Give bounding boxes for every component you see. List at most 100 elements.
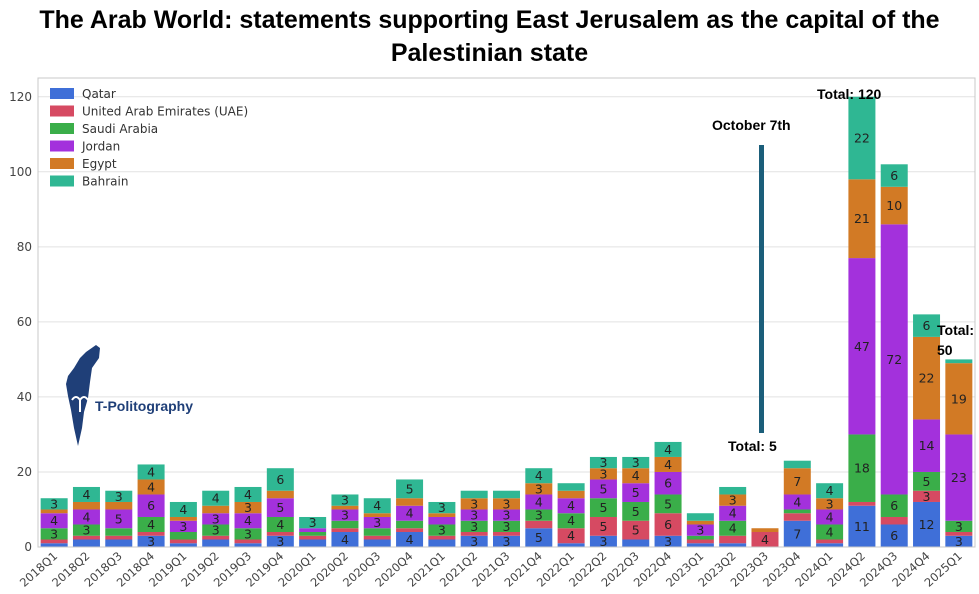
bar-segment [493, 490, 520, 499]
segment-value-label: 4 [244, 513, 252, 528]
bar-segment [622, 520, 650, 540]
segment-value-label: 3 [179, 519, 187, 534]
bar-segment [719, 535, 747, 544]
segment-value-label: 3 [147, 534, 155, 549]
bar-segment [525, 494, 553, 510]
bar-segment [331, 509, 359, 521]
segment-value-label: 3 [341, 508, 349, 523]
bar-segment [169, 543, 197, 547]
october-7th-label: October 7th [712, 117, 791, 133]
segment-value-label: 4 [373, 498, 381, 513]
bar-segment [169, 520, 197, 532]
segment-value-label: 4 [567, 528, 575, 543]
bar-segment [816, 539, 844, 544]
israel-map-icon [66, 345, 100, 446]
segment-value-label: 3 [535, 508, 543, 523]
y-tick-label: 0 [24, 540, 32, 554]
bar-segment [557, 543, 585, 547]
bar-segment [169, 539, 197, 544]
bar-segment [428, 513, 456, 517]
bar-segment [234, 501, 262, 514]
bar-segment [169, 501, 197, 517]
bar-segment [363, 516, 391, 529]
y-tick-label: 80 [17, 240, 32, 254]
segment-value-label: 3 [470, 519, 478, 534]
bar-segment [848, 258, 876, 435]
bar-segment [105, 509, 133, 529]
segment-value-label: 4 [276, 517, 284, 532]
segment-value-label: 5 [923, 474, 931, 489]
bar-segment [848, 179, 876, 259]
bar-segment [654, 513, 682, 536]
bar-segment [299, 516, 327, 529]
y-tick-label: 20 [17, 465, 32, 479]
bar-segment [525, 483, 553, 495]
bar-segment [589, 516, 617, 536]
segment-value-label: 4 [632, 468, 640, 483]
bar-segment [72, 501, 100, 510]
segment-value-label: 3 [632, 455, 640, 470]
segment-value-label: 5 [632, 485, 640, 500]
bar-segment [783, 520, 811, 547]
bar-segment [654, 471, 682, 495]
y-tick-label: 100 [9, 165, 32, 179]
segment-value-label: 3 [503, 496, 511, 511]
bar-segment [913, 490, 941, 502]
total-2023q3-label: Total: 5 [728, 438, 777, 454]
bar-segment [234, 543, 262, 547]
total-2024q2-label: Total: 120 [817, 86, 882, 102]
segment-value-label: 3 [599, 466, 607, 481]
segment-value-label: 3 [503, 519, 511, 534]
segment-value-label: 22 [854, 131, 870, 146]
segment-value-label: 4 [793, 494, 801, 509]
segment-value-label: 6 [923, 318, 931, 333]
bar-segment [202, 539, 230, 547]
bar-segment [622, 483, 650, 502]
segment-value-label: 3 [341, 493, 349, 508]
t-politography-logo: T-Politography [66, 345, 193, 446]
segment-value-label: 3 [826, 496, 834, 511]
bar-segment [105, 490, 133, 502]
segment-value-label: 3 [955, 534, 963, 549]
bar-segment [816, 483, 844, 499]
segment-value-label: 10 [886, 198, 902, 213]
bar-segment [913, 501, 941, 547]
bar-segment [557, 483, 585, 491]
legend-label: Jordan [81, 140, 120, 154]
bar-segment [880, 524, 908, 547]
bar-segment [783, 494, 811, 510]
bar-segment [913, 336, 941, 420]
bar-segment [266, 468, 294, 491]
bar-segment [880, 164, 908, 187]
bar-segment [72, 509, 100, 525]
bar-segment [719, 520, 747, 536]
bar-segment [105, 539, 133, 547]
legend-label: Bahrain [82, 175, 128, 189]
bar-segment [40, 513, 68, 529]
total-2025q1-label-line2: 50 [937, 342, 953, 358]
segment-value-label: 4 [761, 532, 769, 547]
bar-segment [331, 528, 359, 532]
segment-value-label: 3 [373, 515, 381, 530]
bar-segment [557, 513, 585, 529]
bar-segment [525, 528, 553, 547]
bar-segment [783, 509, 811, 514]
segment-value-label: 3 [276, 534, 284, 549]
bar-segment [72, 524, 100, 536]
segment-value-label: 3 [503, 534, 511, 549]
segment-value-label: 3 [470, 496, 478, 511]
bar-segment [654, 535, 682, 547]
segment-value-label: 5 [599, 481, 607, 496]
segment-value-label: 5 [535, 530, 543, 545]
segment-value-label: 4 [567, 498, 575, 513]
annotations: October 7th Total: 5 Total: 120 Total: 5… [712, 86, 974, 454]
total-2025q1-label-line1: Total: [937, 322, 974, 338]
bar-segment [266, 531, 294, 536]
segment-value-label: 4 [147, 517, 155, 532]
segment-value-label: 4 [664, 442, 672, 457]
bar-segment [234, 486, 262, 502]
bar-segment [686, 520, 714, 525]
legend-swatch [50, 175, 74, 187]
segment-value-label: 6 [890, 168, 898, 183]
bar-segment [783, 513, 811, 521]
